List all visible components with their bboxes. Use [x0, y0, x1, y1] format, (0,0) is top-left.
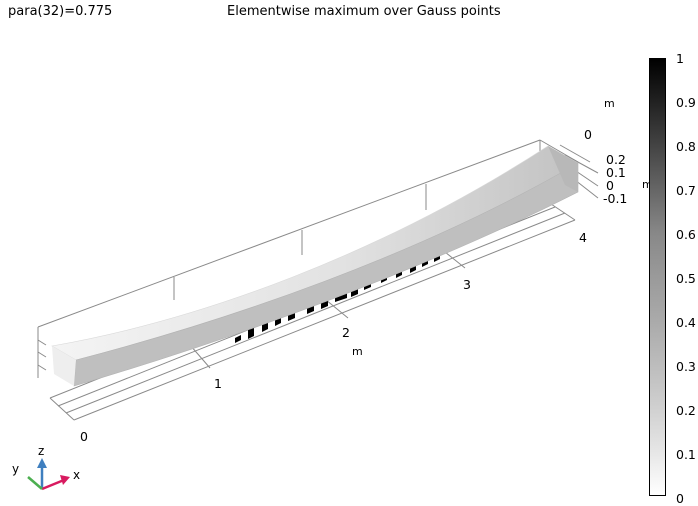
- triad-y-label: y: [12, 462, 20, 476]
- deformed-beam[interactable]: [51, 145, 579, 387]
- z-tick-0.1: 0.1: [606, 165, 626, 180]
- colorbar-label-0.4: 0.4: [676, 315, 696, 330]
- z-tick-0.2: 0.2: [606, 152, 626, 167]
- z-axis-unit: m: [642, 178, 653, 191]
- colorbar: [649, 58, 666, 496]
- colorbar-label-0.1: 0.1: [676, 447, 696, 462]
- colorbar-label-0.9: 0.9: [676, 95, 696, 110]
- x-tick-1: 1: [214, 376, 222, 391]
- y-axis-unit: m: [604, 97, 615, 110]
- x-tick-3: 3: [463, 277, 471, 292]
- x-axis-arrow: [41, 478, 65, 491]
- axis-triad: [27, 458, 70, 491]
- triad-x-label: x: [73, 468, 81, 482]
- y-axis-arrow: [27, 476, 43, 490]
- y-tick-0: 0: [584, 127, 592, 142]
- x-tick-4: 4: [579, 230, 587, 245]
- colorbar-label-1: 1: [676, 51, 684, 66]
- colorbar-label-0: 0: [676, 491, 684, 506]
- x-axis-unit: m: [352, 345, 363, 358]
- colorbar-label-0.7: 0.7: [676, 183, 696, 198]
- colorbar-label-0.3: 0.3: [676, 359, 696, 374]
- z-tick-0: 0: [606, 178, 614, 193]
- x-tick-0: 0: [80, 429, 88, 444]
- colorbar-label-0.5: 0.5: [676, 271, 696, 286]
- colorbar-label-0.8: 0.8: [676, 139, 696, 154]
- z-tick-minus-0.1: -0.1: [603, 191, 628, 206]
- plot-title: Elementwise maximum over Gauss points: [227, 4, 501, 19]
- x-tick-2: 2: [342, 325, 350, 340]
- colorbar-label-0.6: 0.6: [676, 227, 696, 242]
- triad-z-label: z: [38, 444, 45, 458]
- parameter-value-label: para(32)=0.775: [8, 4, 113, 19]
- colorbar-label-0.2: 0.2: [676, 403, 696, 418]
